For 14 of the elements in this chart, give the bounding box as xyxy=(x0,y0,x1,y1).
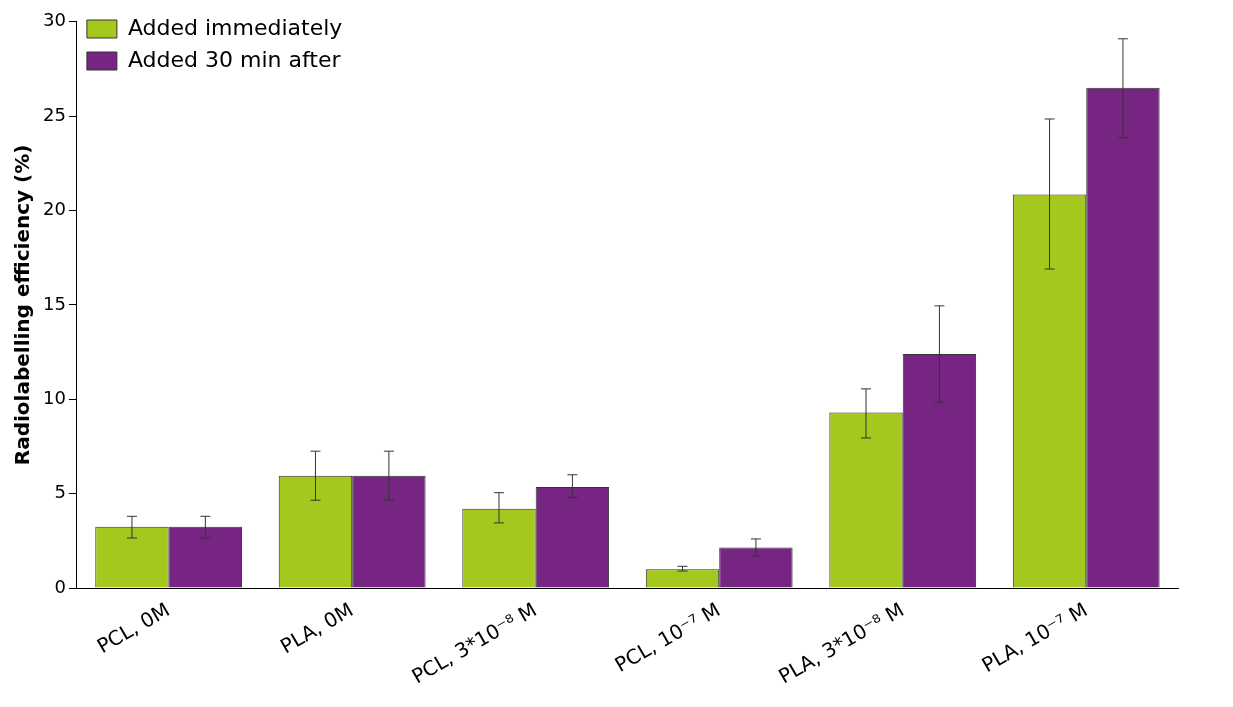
legend-label: Added 30 min after xyxy=(127,46,342,72)
y-tick-label: 25 xyxy=(43,103,66,125)
y-tick-label: 10 xyxy=(43,386,66,408)
y-tick-label: 30 xyxy=(43,9,66,31)
legend-label: Added immediately xyxy=(127,14,343,40)
x-tick-label: PLA, 10⁻⁷ M xyxy=(977,597,1092,678)
y-tick-label: 5 xyxy=(54,481,66,503)
y-axis-title: Radiolabelling efficiency (%) xyxy=(10,144,35,466)
x-tick-label: PCL, 10⁻⁷ M xyxy=(610,597,725,677)
x-tick-label: PCL, 0M xyxy=(92,597,174,659)
y-tick-label: 0 xyxy=(54,575,66,597)
y-tick-label: 20 xyxy=(43,198,66,220)
y-tick-label: 15 xyxy=(43,292,66,314)
x-tick-label: PLA, 0M xyxy=(276,597,358,659)
